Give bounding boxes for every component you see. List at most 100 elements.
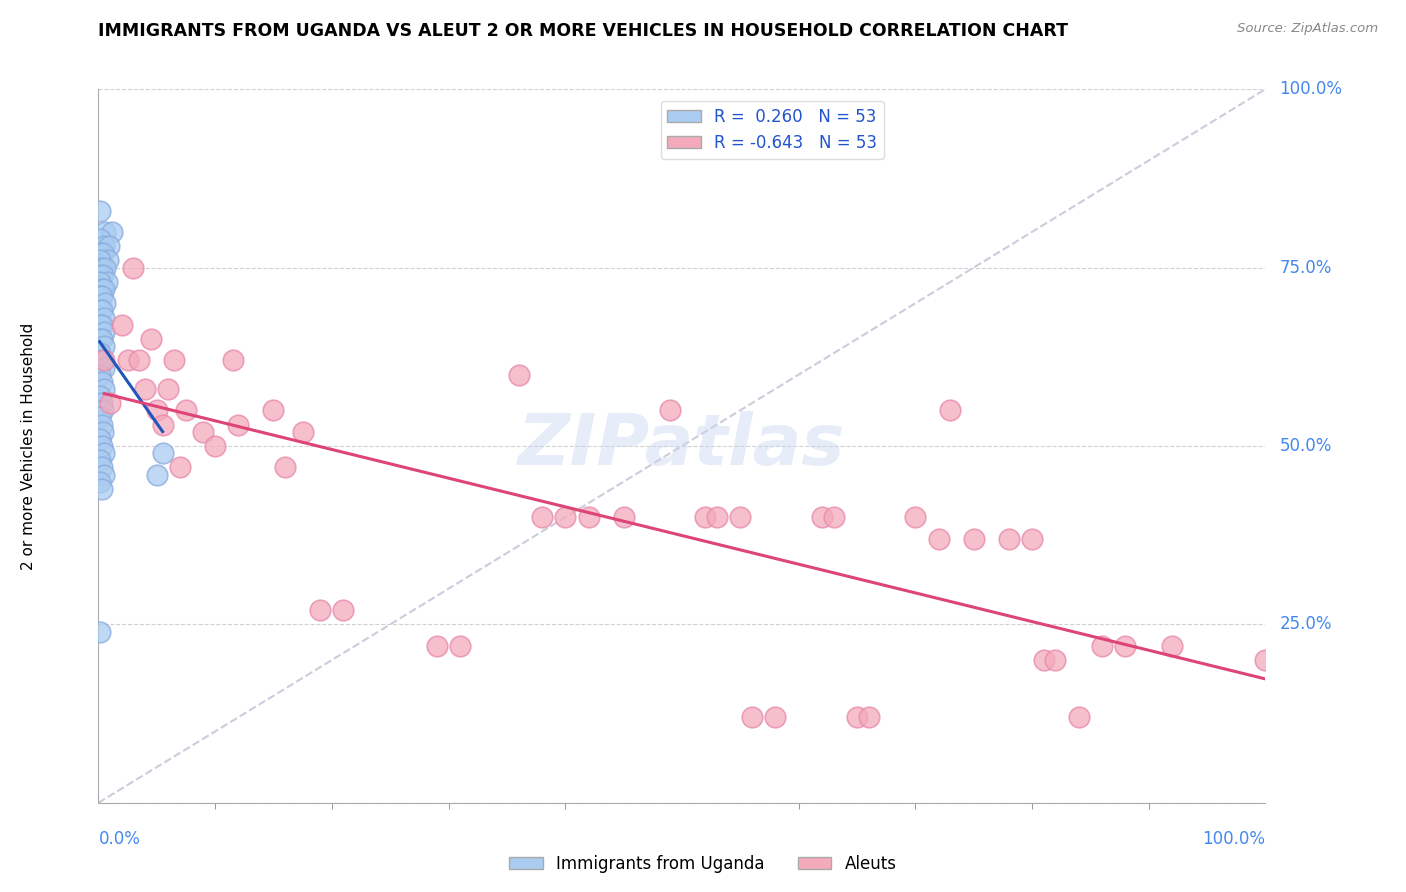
Point [309,603,332,617]
Point [97,239,120,253]
Point [89,203,111,218]
Point [706,510,728,524]
Text: 75.0%: 75.0% [1279,259,1331,277]
Point [291,425,314,439]
Point [89,624,111,639]
Text: 100.0%: 100.0% [1279,80,1343,98]
Point [93,325,115,339]
Point [89,253,111,268]
Point [89,268,111,282]
Point [508,368,530,382]
Point [96,275,118,289]
Point [90,482,112,496]
Point [1067,710,1090,724]
Point [174,403,197,417]
Point [139,332,162,346]
Point [98,396,121,410]
Point [89,246,111,260]
Point [695,510,717,524]
Point [1032,653,1054,667]
Point [659,403,682,417]
Point [90,282,112,296]
Point [91,403,114,417]
Point [928,532,950,546]
Point [204,439,226,453]
Point [904,510,927,524]
Point [89,453,111,467]
Point [97,253,120,268]
Point [90,460,112,475]
Point [94,296,117,310]
Point [122,260,145,275]
Point [449,639,471,653]
Point [89,289,111,303]
Point [94,225,117,239]
Point [101,225,124,239]
Point [90,417,112,432]
Text: 0.0%: 0.0% [98,830,141,847]
Point [111,318,134,332]
Point [1021,532,1043,546]
Legend: Immigrants from Uganda, Aleuts: Immigrants from Uganda, Aleuts [503,848,903,880]
Point [91,268,114,282]
Point [845,710,868,724]
Point [157,382,180,396]
Point [939,403,962,417]
Point [221,353,243,368]
Point [90,396,112,410]
Point [823,510,845,524]
Point [93,467,115,482]
Point [89,318,111,332]
Point [193,425,215,439]
Point [89,346,111,360]
Point [811,510,834,524]
Point [169,460,191,475]
Point [763,710,786,724]
Point [1254,653,1277,667]
Point [730,510,752,524]
Legend: R =  0.260   N = 53, R = -0.643   N = 53: R = 0.260 N = 53, R = -0.643 N = 53 [661,101,883,159]
Point [93,310,115,325]
Point [146,467,169,482]
Point [1045,653,1067,667]
Point [93,353,115,368]
Point [91,425,114,439]
Point [93,446,115,460]
Point [90,303,112,318]
Text: IMMIGRANTS FROM UGANDA VS ALEUT 2 OR MORE VEHICLES IN HOUSEHOLD CORRELATION CHAR: IMMIGRANTS FROM UGANDA VS ALEUT 2 OR MOR… [98,22,1069,40]
Point [90,439,112,453]
Point [89,432,111,446]
Point [228,417,250,432]
Point [91,246,114,260]
Point [741,710,763,724]
Point [146,403,169,417]
Text: ZIPatlas: ZIPatlas [519,411,845,481]
Point [90,318,112,332]
Point [262,403,284,417]
Point [997,532,1019,546]
Point [426,639,449,653]
Point [530,510,553,524]
Point [1161,639,1184,653]
Text: 2 or more Vehicles in Household: 2 or more Vehicles in Household [21,322,35,570]
Point [90,353,112,368]
Point [89,410,111,425]
Point [89,475,111,489]
Point [962,532,984,546]
Point [89,332,111,346]
Point [858,710,880,724]
Point [1091,639,1114,653]
Point [134,382,156,396]
Point [90,289,112,303]
Point [89,389,111,403]
Point [93,360,115,375]
Point [89,232,111,246]
Point [90,332,112,346]
Point [93,382,115,396]
Point [117,353,139,368]
Text: Source: ZipAtlas.com: Source: ZipAtlas.com [1237,22,1378,36]
Point [93,239,115,253]
Point [128,353,150,368]
Point [554,510,576,524]
Text: 50.0%: 50.0% [1279,437,1331,455]
